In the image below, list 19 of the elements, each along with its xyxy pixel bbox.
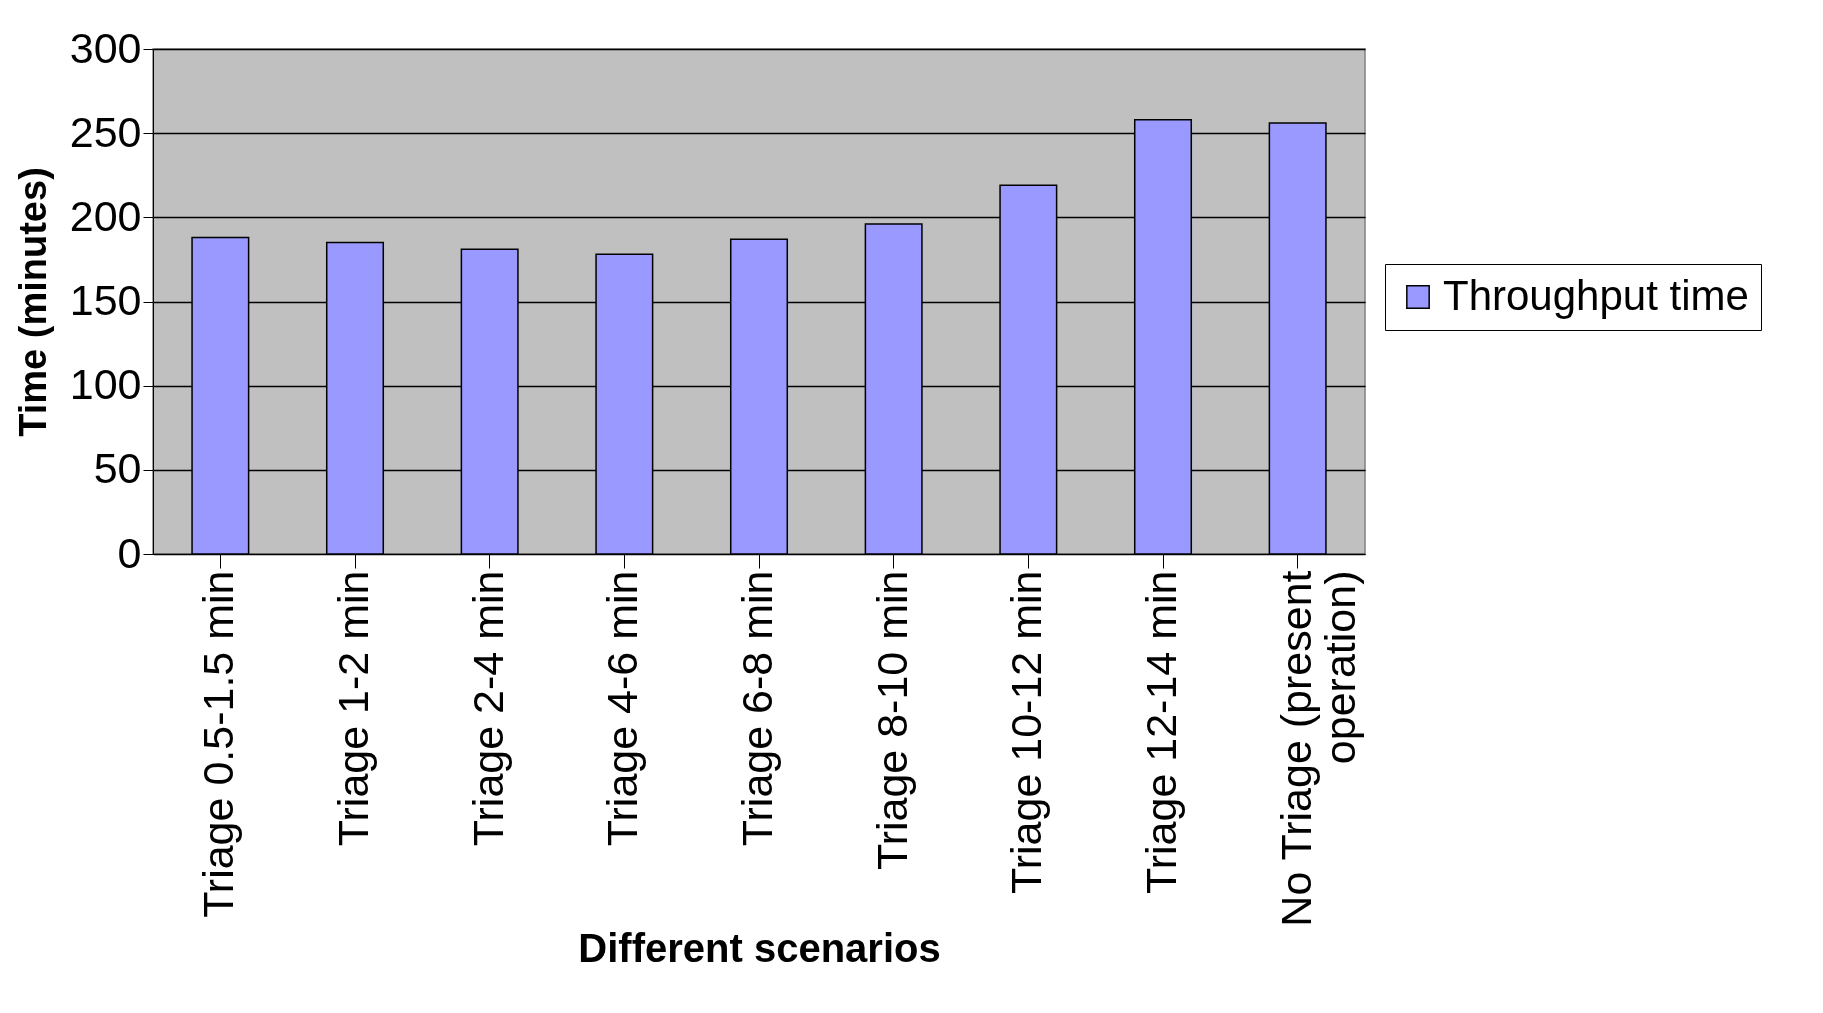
x-tick-label: Triage 4-6 min (598, 570, 647, 847)
x-tick-label: Triage 10-12 min (1002, 570, 1051, 894)
x-axis-title: Different scenarios (578, 925, 941, 970)
x-tick-label: Triage 8-10 min (867, 570, 916, 871)
x-tick-label: No Triage (present operation) (1271, 570, 1364, 927)
legend-label: Throughput time (1443, 272, 1749, 319)
y-tick-label: 0 (117, 528, 142, 577)
y-tick-label: 100 (69, 360, 142, 409)
x-tick-label: Triage 6-8 min (733, 570, 781, 847)
y-tick-label: 200 (69, 191, 142, 240)
y-tick-label: 250 (69, 107, 142, 156)
x-tick-label: Triage 12-14 min (1137, 570, 1185, 894)
x-tick-label: Triage 2-4 min (463, 570, 512, 847)
y-tick-label: 300 (69, 23, 142, 72)
x-tick-label: Triage 1-2 min (329, 570, 377, 847)
y-tick-label: 50 (93, 444, 142, 493)
y-axis-title: Time (minutes) (11, 167, 54, 437)
y-tick-label: 150 (69, 276, 142, 324)
x-tick-label: Triage 0.5-1.5 min (194, 570, 243, 918)
